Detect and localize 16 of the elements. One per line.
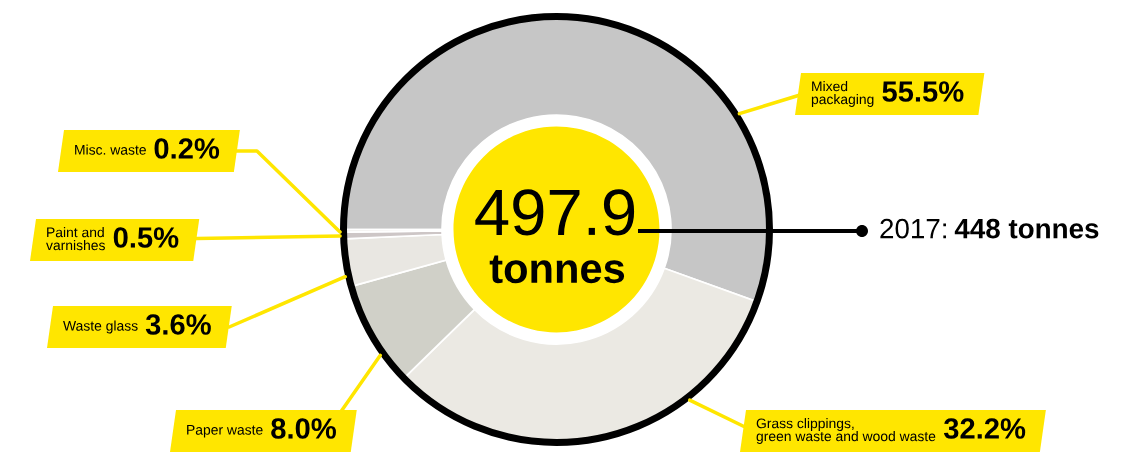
slice-label: Waste glass [63, 320, 138, 334]
data-label: 3.6% [145, 314, 211, 335]
slice-label: Paint and varnishes [46, 227, 105, 251]
slice-label: Paper waste [187, 425, 263, 438]
data-label: 55.5% [882, 81, 964, 102]
text: 497.9 [475, 189, 635, 236]
data-label: 0.5% [113, 227, 179, 248]
text: tonnes [489, 255, 625, 284]
data-label: 32.2% [943, 418, 1026, 439]
data-label: 8.0% [271, 418, 336, 439]
slice-label: Mixed packaging [811, 81, 874, 107]
slice-label: Grass clippings, green waste and wood waste [756, 418, 936, 444]
data-label: 0.2% [154, 138, 220, 159]
text: 2017: [880, 218, 946, 239]
text: 448 tonnes [954, 218, 1099, 239]
slice-label: Misc. waste [75, 144, 146, 155]
